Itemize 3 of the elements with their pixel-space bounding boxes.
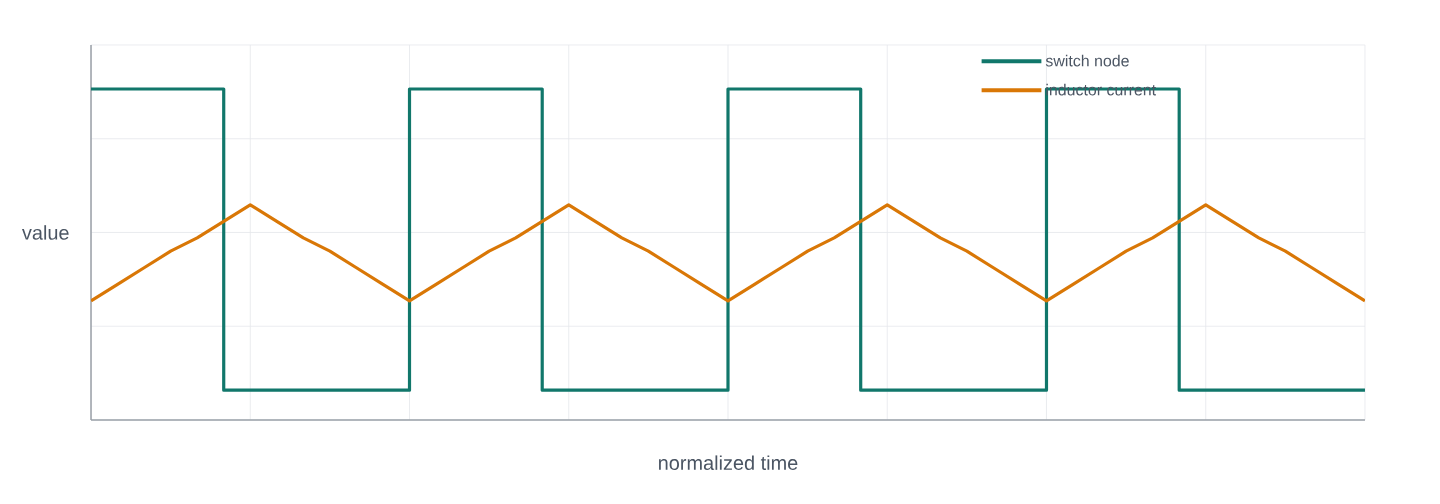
x-axis-title: normalized time bbox=[659, 455, 798, 471]
legend-label: switch node bbox=[1045, 54, 1129, 67]
y-axis-title: value bbox=[21, 225, 69, 240]
